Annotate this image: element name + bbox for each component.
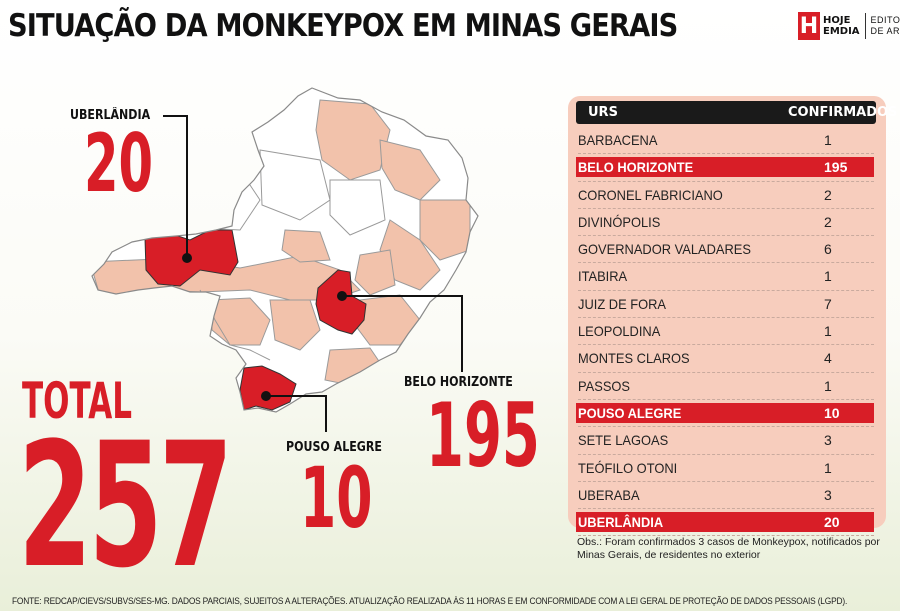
pouso-alegre-value: 10 [300, 449, 373, 547]
marker-pouso-alegre [261, 391, 271, 401]
row-confirmados-value: 1 [824, 377, 832, 394]
region-southwest-1 [209, 297, 271, 346]
row-urs-name: POUSO ALEGRE [578, 404, 682, 421]
row-confirmados-value: 6 [824, 241, 832, 258]
table-row: UBERABA 3 [578, 482, 874, 510]
region-north-center [315, 99, 391, 181]
row-urs-name: BARBACENA [578, 132, 658, 148]
table-row: UBERLÂNDIA 20 [576, 509, 874, 537]
marker-uberlandia [182, 253, 192, 263]
row-urs-name: DIVINÓPOLIS [578, 213, 661, 230]
row-confirmados-value: 2 [824, 213, 832, 230]
row-urs-name: JUIZ DE FORA [578, 295, 667, 312]
region-southwest-2 [269, 299, 321, 351]
table-row: BARBACENA 1 [578, 127, 874, 155]
row-highlight-bar [576, 402, 874, 423]
row-confirmados-value: 3 [824, 432, 832, 449]
leader-line-pouso-alegre [266, 395, 327, 432]
row-urs-name: TEÓFILO OTONI [578, 459, 678, 476]
region-belo-horizonte [315, 269, 367, 335]
state-outline [91, 87, 479, 413]
row-urs-name: MONTES CLAROS [578, 350, 690, 367]
table-row: DIVINÓPOLIS 2 [578, 209, 874, 237]
logo-h-mark: H [798, 12, 820, 40]
table-row: ITABIRA 1 [578, 263, 874, 291]
logo-divider [864, 13, 866, 39]
total-label: TOTAL [22, 372, 132, 430]
pouso-alegre-label: POUSO ALEGRE [286, 440, 382, 455]
uberlandia-label: UBERLÂNDIA [70, 108, 151, 123]
row-confirmados-value: 2 [824, 186, 832, 203]
table-row: BELO HORIZONTE 195 [576, 154, 874, 182]
row-urs-name: CORONEL FABRICIANO [578, 186, 723, 203]
region-east-2 [379, 219, 441, 291]
col-confirmados-header: CONFIRMADOS [788, 105, 898, 120]
table-header: URS CONFIRMADOS [576, 101, 897, 124]
row-highlight-bar [576, 157, 874, 178]
row-highlight-bar [576, 512, 874, 533]
region-border-2 [259, 149, 331, 221]
row-confirmados-value: 1 [824, 268, 832, 285]
row-urs-name: BELO HORIZONTE [578, 159, 694, 176]
row-confirmados-value: 1 [824, 323, 832, 340]
row-confirmados-value: 1 [824, 132, 832, 148]
region-border-3 [329, 179, 386, 236]
region-itabira [354, 249, 396, 296]
uberlandia-value: 20 [84, 117, 154, 210]
table-row: TEÓFILO OTONI 1 [578, 455, 874, 482]
row-confirmados-value: 195 [824, 159, 848, 176]
logo-line-2: EMDIA [823, 26, 860, 37]
total-value: 257 [18, 405, 233, 606]
row-urs-name: PASSOS [578, 377, 631, 394]
row-confirmados-value: 20 [824, 514, 840, 531]
region-east-1 [419, 199, 471, 261]
table-row: JUIZ DE FORA 7 [578, 291, 874, 319]
table-row: CORONEL FABRICIANO 2 [578, 182, 874, 209]
row-urs-name: LEOPOLDINA [578, 323, 661, 340]
table-body: BARBACENA 1 BELO HORIZONTE 195 CORONEL FABRI… [576, 127, 874, 537]
leader-line-uberlandia [163, 115, 188, 258]
editoria-credit: EDITORIA DE ARTE [871, 15, 900, 37]
table-row: POUSO ALEGRE 10 [576, 400, 874, 428]
hoje-em-dia-logo: H HOJE EMDIA EDITORIA DE ARTE [798, 12, 900, 40]
cases-table: URS CONFIRMADOS BARBACENA 1 BELO HORIZONTE… [568, 96, 897, 537]
row-urs-name: UBERABA [578, 486, 640, 503]
logo-line-1: HOJE [823, 15, 851, 26]
page-title: SITUAÇÃO DA MONKEYPOX EM MINAS GERAIS [8, 8, 678, 44]
leader-line-belo-horizonte [342, 295, 463, 372]
table-row: SETE LAGOAS 3 [578, 427, 874, 455]
row-confirmados-value: 1 [824, 459, 832, 476]
source-footnote: FONTE: REDCAP/CIEVS/SUBVS/SES-MG. DADOS … [12, 596, 848, 606]
region-sete-lagoas [281, 229, 331, 263]
logo-brand: HOJE EMDIA [823, 15, 860, 37]
row-urs-name: GOVERNADOR VALADARES [578, 241, 751, 258]
editoria-line-2: DE ARTE [870, 26, 900, 36]
row-confirmados-value: 4 [824, 350, 832, 367]
row-confirmados-value: 3 [824, 486, 832, 503]
table-row: PASSOS 1 [578, 373, 874, 400]
observation-note: Obs.: Foram confirmados 3 casos de Monke… [577, 536, 880, 561]
row-urs-name: ITABIRA [578, 268, 628, 285]
table-row: GOVERNADOR VALADARES 6 [578, 236, 874, 264]
editoria-line-1: EDITORIA [870, 15, 900, 25]
belo-horizonte-label: BELO HORIZONTE [404, 375, 513, 390]
row-urs-name: UBERLÂNDIA [578, 514, 664, 531]
belo-horizonte-value: 195 [426, 384, 540, 487]
marker-belo-horizonte [337, 291, 347, 301]
row-confirmados-value: 7 [824, 295, 832, 312]
table-row: LEOPOLDINA 1 [578, 318, 874, 346]
row-urs-name: SETE LAGOAS [578, 432, 669, 449]
row-confirmados-value: 10 [824, 404, 840, 421]
col-urs-header: URS [588, 105, 618, 120]
table-row: MONTES CLAROS 4 [578, 345, 874, 373]
